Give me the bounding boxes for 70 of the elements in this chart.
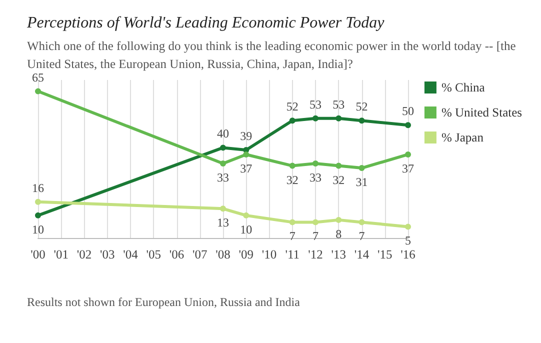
chart-title: Perceptions of World's Leading Economic Power Today (26, 14, 386, 32)
data-label: 40 (217, 126, 229, 141)
data-label: 7 (358, 229, 365, 244)
x-tick-label: '02 (76, 248, 92, 262)
data-label: 33 (310, 170, 322, 185)
point (358, 219, 365, 226)
x-tick-label: '14 (354, 248, 370, 262)
point (289, 118, 296, 124)
x-tick-label: '16 (400, 248, 416, 262)
data-label: 7 (312, 229, 318, 244)
data-label: 33 (217, 170, 229, 185)
point (312, 160, 318, 167)
point (220, 206, 226, 212)
x-tick-label: '05 (146, 248, 162, 262)
x-tick-label: '11 (285, 248, 300, 262)
point (336, 115, 342, 122)
data-label: 32 (286, 172, 298, 187)
point (243, 151, 250, 158)
point (35, 88, 41, 94)
data-label: 5 (405, 234, 411, 248)
data-label: 7 (289, 229, 296, 244)
data-label: 39 (240, 128, 252, 143)
point (405, 122, 411, 128)
point (336, 216, 342, 223)
x-tick-label: '09 (238, 248, 254, 262)
x-tick-label: '10 (262, 248, 277, 262)
x-tick-label: '04 (123, 248, 139, 262)
point (35, 212, 41, 218)
data-label: 52 (356, 100, 368, 114)
point (405, 224, 411, 230)
legend-label: % United States (441, 106, 522, 120)
data-label: 53 (332, 97, 345, 112)
x-tick-label: '08 (216, 248, 230, 262)
x-tick-label: '15 (377, 248, 392, 262)
data-label: 53 (310, 97, 322, 112)
x-tick-label: '01 (54, 248, 69, 262)
data-label: 50 (402, 104, 414, 118)
point (289, 162, 296, 169)
data-label: 10 (32, 222, 44, 236)
point (336, 162, 342, 169)
point (243, 212, 250, 218)
chart-subtitle: Which one of the following do you think is the leading economic power in the world today -- [the United States, the European Union, Russia, China, Japan, India]? (27, 39, 519, 71)
point (358, 165, 365, 172)
x-tick-label: '03 (100, 248, 115, 262)
point (35, 198, 41, 205)
x-tick-label: '12 (308, 248, 323, 262)
point (405, 151, 411, 158)
data-label: 52 (286, 100, 298, 114)
legend-label: % Japan (441, 130, 484, 144)
x-tick-label: '00 (30, 248, 46, 262)
x-tick-label: '06 (169, 248, 184, 262)
data-label: 32 (332, 172, 345, 187)
data-label: 31 (356, 175, 368, 190)
x-tick-label: '07 (192, 248, 208, 262)
legend-label: % China (441, 80, 486, 94)
point (289, 219, 296, 226)
point (220, 144, 226, 151)
data-label: 16 (32, 180, 44, 195)
data-label: 37 (402, 161, 414, 176)
data-label: 10 (240, 222, 252, 236)
x-tick-label: '13 (331, 248, 346, 262)
data-label: 65 (32, 70, 44, 84)
point (358, 118, 365, 124)
text: Results not shown for European Union, Russia and India (27, 295, 301, 309)
point (312, 219, 318, 226)
data-label: 13 (217, 216, 229, 230)
point (312, 115, 318, 122)
data-label: 37 (240, 161, 252, 176)
point (220, 160, 226, 167)
data-label: 8 (336, 226, 342, 241)
